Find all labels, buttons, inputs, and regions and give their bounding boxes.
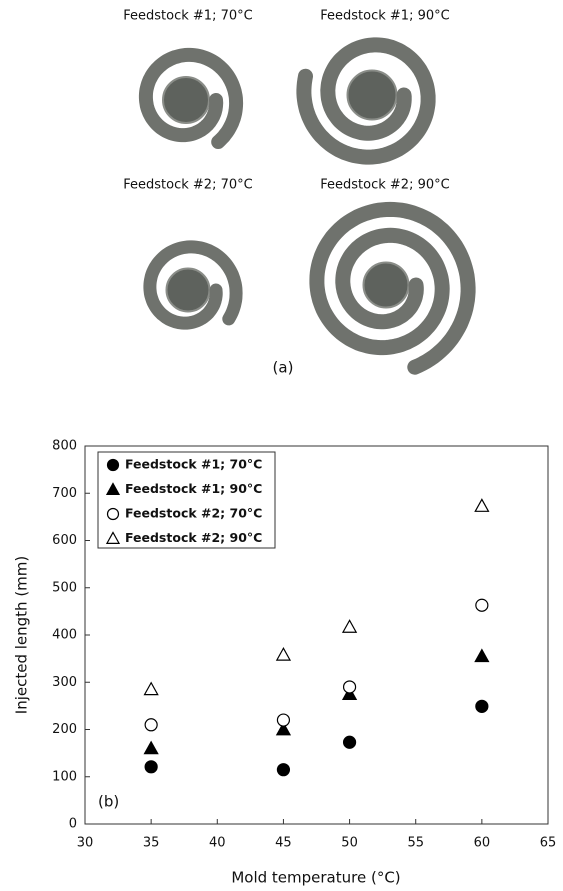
point — [342, 680, 357, 694]
y-tick-label: 200 — [52, 722, 77, 737]
legend-label: Feedstock #1; 70°C — [125, 457, 262, 472]
point — [276, 713, 291, 727]
x-axis-title: Mold temperature (°C) — [231, 869, 400, 887]
y-tick-label: 500 — [52, 580, 77, 595]
y-tick-label: 100 — [52, 769, 77, 784]
x-tick-label: 55 — [407, 836, 424, 851]
photo-label: Feedstock #2; 70°C — [123, 178, 252, 193]
legend-box — [97, 451, 276, 549]
legend-label: Feedstock #2; 70°C — [125, 506, 262, 521]
y-tick-label: 300 — [52, 675, 77, 690]
specimen-spiral — [309, 201, 476, 375]
legend-marker — [105, 531, 121, 544]
photo-panel — [138, 37, 476, 375]
specimen-spiral — [138, 47, 244, 149]
point — [276, 763, 291, 777]
point — [475, 699, 489, 713]
legend-marker — [105, 482, 121, 495]
photo-label: Feedstock #1; 90°C — [320, 9, 449, 24]
specimen-spiral — [143, 240, 243, 330]
y-axis-title: Injected length (mm) — [13, 556, 31, 714]
y-tick-label: 800 — [52, 439, 77, 454]
x-tick-label: 60 — [474, 836, 491, 851]
point — [275, 721, 292, 736]
legend-marker — [106, 458, 120, 472]
point — [341, 619, 358, 633]
y-tick-label: 400 — [52, 628, 77, 643]
y-tick-label: 700 — [52, 486, 77, 501]
legend-label: Feedstock #2; 90°C — [125, 530, 262, 545]
legend-marker — [106, 507, 120, 521]
annotation: (b) — [98, 793, 119, 811]
point — [143, 681, 159, 696]
point — [474, 498, 490, 512]
y-tick-label: 0 — [69, 817, 77, 832]
specimen-core — [165, 267, 211, 313]
photo-caption: (a) — [273, 359, 294, 377]
x-tick-label: 35 — [143, 836, 160, 851]
specimen-spiral — [296, 37, 436, 165]
legend-label: Feedstock #1; 90°C — [125, 481, 262, 496]
point — [342, 735, 357, 749]
x-tick-label: 30 — [77, 836, 94, 851]
x-tick-label: 50 — [341, 836, 358, 851]
x-tick-label: 40 — [209, 836, 226, 851]
specimen-core — [162, 76, 210, 124]
x-tick-label: 65 — [540, 836, 557, 851]
photo-label: Feedstock #2; 90°C — [320, 178, 449, 193]
point — [275, 647, 292, 661]
point — [144, 718, 158, 732]
specimen-core — [346, 69, 398, 121]
y-tick-label: 600 — [52, 533, 77, 548]
point — [475, 598, 489, 612]
point — [474, 648, 490, 663]
specimen-core — [362, 261, 410, 309]
x-tick-label: 45 — [275, 836, 292, 851]
point — [143, 740, 159, 755]
photo-label: Feedstock #1; 70°C — [123, 9, 252, 24]
point — [144, 760, 158, 774]
